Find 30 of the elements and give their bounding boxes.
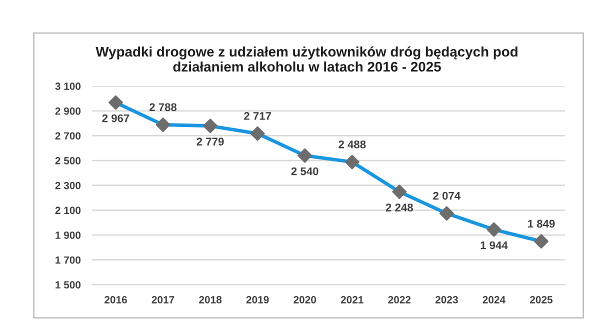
y-tick-label: 2 300 — [55, 182, 81, 190]
chart-title: Wypadki drogowe z udziałem użytkowników dróg będących pod działaniem alkoholu w latach 2016 - 2025 — [96, 46, 518, 72]
data-label: 2 488 — [338, 140, 366, 148]
y-tick-label: 1 900 — [56, 232, 81, 239]
data-label: 2 717 — [244, 112, 271, 120]
x-tick-label: 2017 — [152, 296, 174, 304]
x-tick-label: 2019 — [246, 296, 269, 304]
y-tick-label: 2 500 — [55, 157, 81, 164]
x-tick-label: 2021 — [340, 296, 364, 304]
data-label: 2 074 — [433, 192, 461, 200]
data-label: 1 944 — [480, 241, 508, 250]
data-label: 2 788 — [150, 103, 177, 112]
data-label: 1 849 — [528, 220, 555, 228]
x-tick-label: 2025 — [530, 296, 553, 304]
data-label: 2 540 — [291, 167, 318, 176]
data-label: 2 248 — [386, 204, 413, 212]
data-label: 2 779 — [196, 138, 224, 146]
y-tick-label: 1 700 — [56, 256, 81, 264]
x-tick-label: 2020 — [294, 296, 316, 304]
x-tick-label: 2023 — [435, 296, 458, 304]
x-tick-label: 2024 — [482, 296, 506, 304]
x-tick-label: 2018 — [199, 296, 222, 304]
y-tick-label: 2 100 — [55, 206, 81, 214]
data-label: 2 967 — [102, 114, 130, 122]
x-tick-label: 2022 — [388, 296, 411, 304]
y-tick-label: 2 900 — [55, 107, 81, 115]
y-tick-label: 1 500 — [56, 281, 81, 289]
y-tick-label: 2 700 — [55, 132, 81, 140]
x-tick-label: 2016 — [104, 296, 127, 304]
y-tick-label: 3 100 — [55, 82, 81, 90]
